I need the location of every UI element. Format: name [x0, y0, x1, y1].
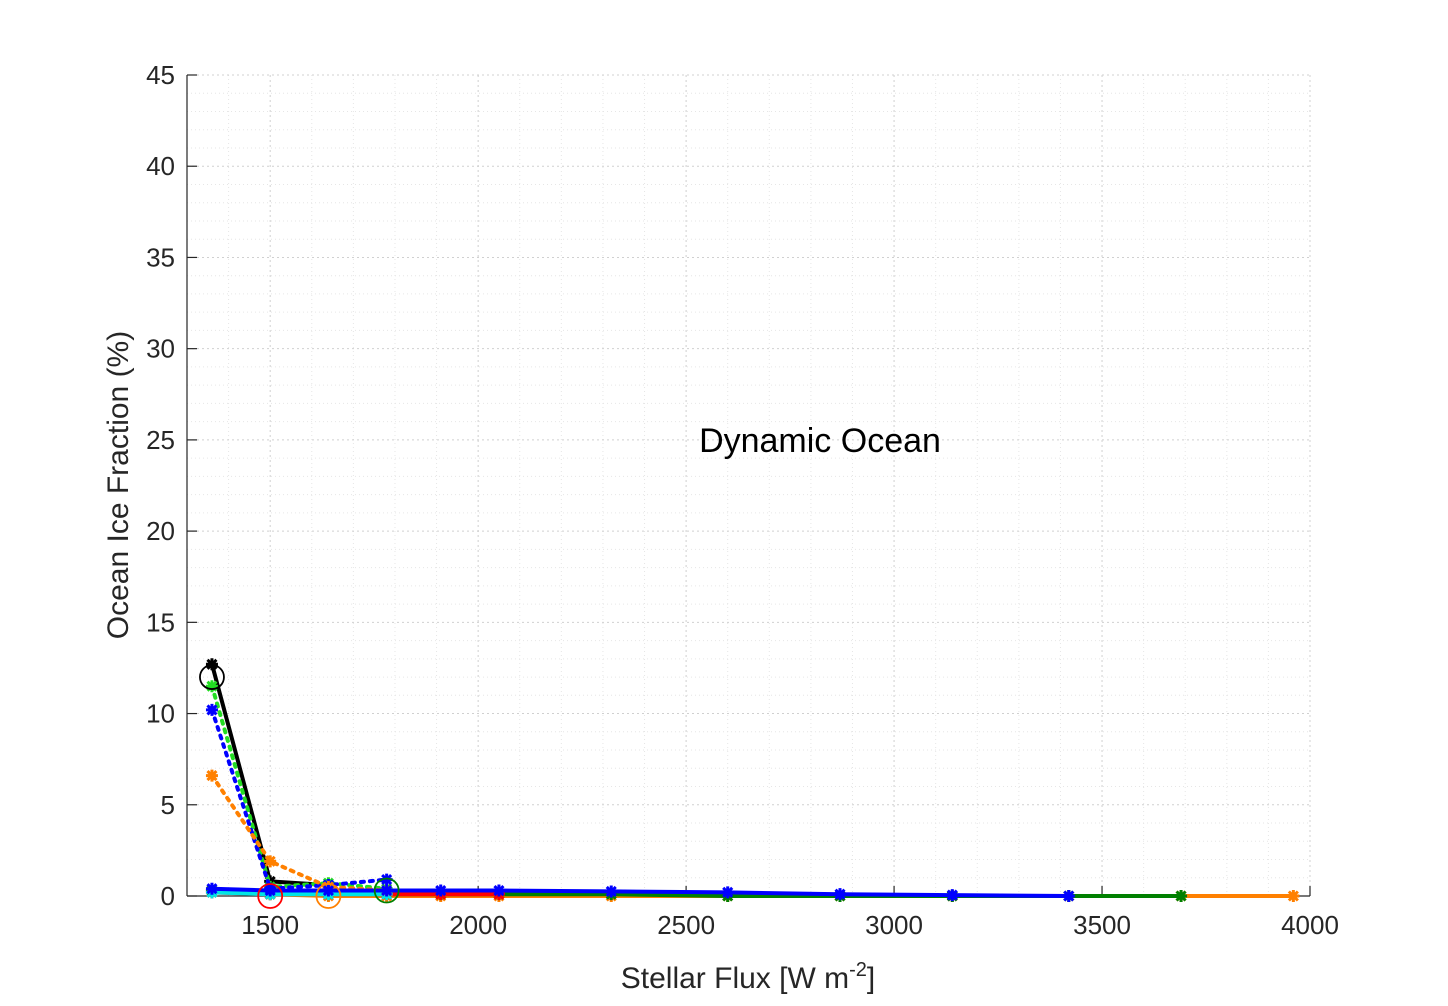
series-point: [205, 769, 218, 782]
circle-marker-layer: [199, 664, 400, 909]
y-axis-label: Ocean Ice Fraction (%): [102, 331, 135, 639]
series-point: [946, 889, 959, 902]
series-layer: [205, 658, 1300, 902]
y-axis-ticks: 0 5 10 15 20 25 30 35 40 45: [146, 60, 197, 911]
major-grid: [187, 74, 1311, 897]
series-point: [380, 884, 393, 897]
circle-marker: [315, 883, 342, 909]
y-tick-label: 5: [161, 790, 175, 820]
x-axis-ticks: 1500 2000 2500 3000 3500 4000: [241, 886, 1339, 940]
x-tick-label: 4000: [1281, 910, 1339, 940]
series-point: [434, 884, 447, 897]
series-point: [205, 703, 218, 716]
circle-marker: [257, 883, 284, 909]
x-tick-label: 3000: [865, 910, 923, 940]
y-tick-label: 35: [146, 242, 175, 272]
series-point: [205, 680, 218, 693]
axes: [186, 75, 1310, 897]
x-tick-label: 2000: [449, 910, 507, 940]
minor-grid: [186, 75, 1310, 896]
y-tick-label: 10: [146, 699, 175, 729]
series-9: [205, 882, 1075, 902]
series-point: [1175, 890, 1188, 902]
y-tick-label: 20: [146, 516, 175, 546]
circle-marker: [199, 664, 225, 690]
series-point: [721, 886, 734, 899]
x-axis-label-main: Stellar Flux [W m: [621, 962, 849, 995]
y-tick-label: 0: [161, 881, 175, 911]
y-tick-label: 25: [146, 425, 175, 455]
series-6: [205, 680, 393, 895]
series-line: [210, 707, 389, 891]
series-point: [264, 855, 277, 868]
x-tick-label: 1500: [241, 910, 299, 940]
series-line: [210, 890, 389, 897]
series-point: [322, 884, 335, 897]
annotation-dynamic-ocean: Dynamic Ocean: [699, 422, 941, 460]
series-point: [492, 884, 505, 897]
series-7: [205, 703, 393, 895]
x-tick-label: 2500: [657, 910, 715, 940]
series-point: [1062, 890, 1075, 902]
y-tick-label: 15: [146, 607, 175, 637]
series-point: [380, 873, 393, 886]
y-tick-label: 40: [146, 151, 175, 181]
circle-marker: [373, 877, 400, 904]
series-point: [834, 888, 847, 901]
series-point: [1287, 890, 1300, 902]
y-tick-label: 30: [146, 334, 175, 364]
series-point: [605, 885, 618, 898]
x-tick-label: 3500: [1073, 910, 1131, 940]
x-axis-label-close: ]: [867, 962, 875, 995]
x-axis-label: Stellar Flux [W m-2]: [621, 959, 876, 995]
x-axis-label-exponent: -2: [849, 959, 867, 981]
series-point: [264, 884, 277, 897]
series-line: [210, 773, 389, 893]
y-tick-label: 45: [146, 60, 175, 90]
series-point: [205, 882, 218, 895]
